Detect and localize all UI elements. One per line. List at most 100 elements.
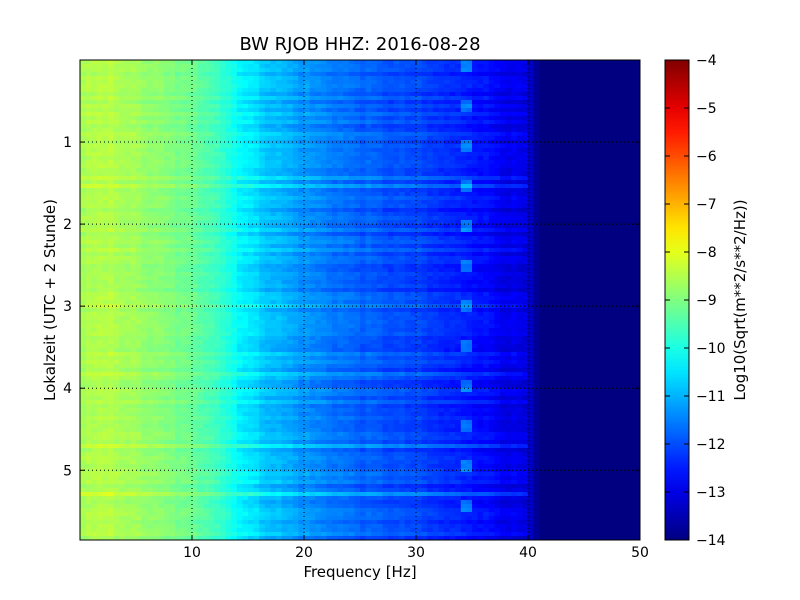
heatmap-cell <box>91 64 98 69</box>
heatmap-cell <box>561 256 568 261</box>
heatmap-cell <box>634 172 640 177</box>
heatmap-cell <box>152 156 159 161</box>
heatmap-cell <box>332 100 339 105</box>
heatmap-cell <box>192 256 199 261</box>
heatmap-cell <box>388 100 395 105</box>
heatmap-cell <box>477 76 484 81</box>
heatmap-cell <box>617 88 624 93</box>
heatmap-cell <box>281 192 288 197</box>
heatmap-cell <box>533 240 540 245</box>
heatmap-cell <box>180 100 187 105</box>
heatmap-cell <box>236 172 243 177</box>
heatmap-cell <box>152 100 159 105</box>
heatmap-cell <box>567 68 574 73</box>
heatmap-cell <box>164 120 171 125</box>
heatmap-cell <box>522 232 529 237</box>
heatmap-cell <box>511 220 518 225</box>
heatmap-cell <box>214 64 221 69</box>
heatmap-cell <box>85 240 92 245</box>
heatmap-cell <box>158 232 165 237</box>
heatmap-cell <box>91 180 98 185</box>
heatmap-cell <box>505 136 512 141</box>
heatmap-cell <box>113 240 120 245</box>
heatmap-cell <box>175 244 182 249</box>
heatmap-cell <box>208 216 215 221</box>
heatmap-cell <box>533 60 540 65</box>
heatmap-cell <box>264 104 271 109</box>
heatmap-cell <box>164 248 171 253</box>
heatmap-cell <box>320 216 327 221</box>
heatmap-cell <box>80 252 87 257</box>
heatmap-cell <box>539 132 546 137</box>
heatmap-cell <box>315 156 322 161</box>
heatmap-cell <box>96 184 103 189</box>
heatmap-cell <box>382 192 389 197</box>
heatmap-cell <box>315 132 322 137</box>
heatmap-cell <box>567 160 574 165</box>
heatmap-cell <box>281 120 288 125</box>
heatmap-cell <box>304 128 311 133</box>
heatmap-cell <box>197 144 204 149</box>
heatmap-cell <box>455 220 462 225</box>
heatmap-cell <box>113 224 120 229</box>
heatmap-cell <box>628 240 635 245</box>
heatmap-cell <box>466 72 473 77</box>
heatmap-cell <box>91 224 98 229</box>
heatmap-cell <box>281 212 288 217</box>
heatmap-cell <box>500 160 507 165</box>
heatmap-cell <box>248 204 255 209</box>
heatmap-cell <box>522 92 529 97</box>
heatmap-cell <box>136 196 143 201</box>
heatmap-cell <box>175 128 182 133</box>
heatmap-cell <box>113 112 120 117</box>
heatmap-cell <box>192 192 199 197</box>
heatmap-cell <box>432 128 439 133</box>
heatmap-cell <box>326 112 333 117</box>
heatmap-cell <box>180 120 187 125</box>
heatmap-cell <box>124 232 131 237</box>
heatmap-cell <box>108 164 115 169</box>
heatmap-cell <box>466 116 473 121</box>
heatmap-cell <box>192 144 199 149</box>
heatmap-cell <box>404 200 411 205</box>
heatmap-cell <box>584 108 591 113</box>
heatmap-cell <box>388 84 395 89</box>
heatmap-cell <box>550 148 557 153</box>
heatmap-cell <box>522 220 529 225</box>
heatmap-cell <box>203 172 210 177</box>
heatmap-cell <box>214 160 221 165</box>
heatmap-cell <box>337 116 344 121</box>
heatmap-cell <box>248 120 255 125</box>
heatmap-cell <box>494 244 501 249</box>
heatmap-cell <box>460 176 467 181</box>
heatmap-cell <box>438 256 445 261</box>
heatmap-cell <box>382 152 389 157</box>
heatmap-cell <box>102 196 109 201</box>
heatmap-cell <box>113 136 120 141</box>
heatmap-cell <box>348 212 355 217</box>
heatmap-cell <box>589 200 596 205</box>
heatmap-cell <box>628 112 635 117</box>
heatmap-cell <box>399 144 406 149</box>
heatmap-cell <box>623 152 630 157</box>
heatmap-cell <box>528 196 535 201</box>
heatmap-cell <box>494 68 501 73</box>
heatmap-cell <box>449 236 456 241</box>
heatmap-cell <box>208 240 215 245</box>
heatmap-cell <box>466 164 473 169</box>
heatmap-cell <box>522 132 529 137</box>
heatmap-cell <box>606 72 613 77</box>
heatmap-cell <box>494 204 501 209</box>
heatmap-cell <box>292 164 299 169</box>
heatmap-cell <box>208 152 215 157</box>
heatmap-cell <box>371 72 378 77</box>
heatmap-cell <box>544 84 551 89</box>
heatmap-cell <box>152 232 159 237</box>
heatmap-cell <box>421 116 428 121</box>
heatmap-cell <box>164 140 171 145</box>
heatmap-cell <box>169 220 176 225</box>
heatmap-cell <box>628 76 635 81</box>
heatmap-cell <box>438 180 445 185</box>
heatmap-cell <box>304 84 311 89</box>
heatmap-cell <box>203 216 210 221</box>
